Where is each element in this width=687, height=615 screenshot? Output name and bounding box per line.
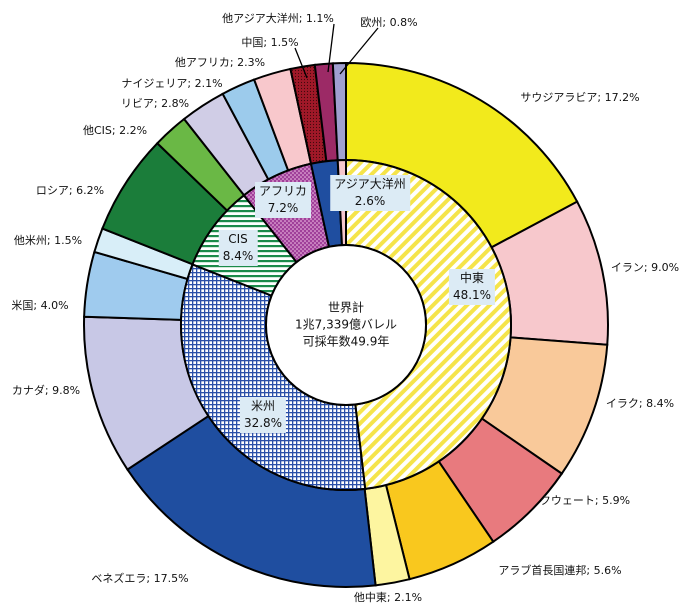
inner-label-1: 米州 32.8% [239, 397, 287, 433]
outer-label-5: 他中東; 2.1% [353, 591, 423, 604]
center-hole [265, 244, 427, 406]
outer-label-14: 他アフリカ; 2.3% [174, 56, 266, 69]
outer-label-15: 中国; 1.5% [241, 36, 299, 49]
outer-label-12: リビア; 2.8% [120, 97, 190, 110]
outer-label-0: サウジアラビア; 17.2% [520, 91, 640, 104]
center-title: 世界計 [327, 300, 364, 315]
inner-label-name: 米州 [250, 399, 275, 413]
outer-label-8: 米国; 4.0% [11, 299, 69, 312]
inner-label-value: 32.8% [243, 416, 283, 430]
outer-label-1: イラン; 9.0% [610, 261, 680, 274]
outer-label-6: ベネズエラ; 17.5% [91, 572, 189, 585]
inner-label-4: アジア大洋州 2.6% [330, 175, 410, 211]
leader-line-2 [339, 27, 379, 75]
inner-label-name: 中東 [459, 271, 484, 285]
inner-label-value: 8.4% [222, 249, 254, 263]
outer-label-16: 他アジア大洋州; 1.1% [222, 12, 334, 25]
inner-label-value: 48.1% [452, 288, 492, 302]
outer-label-4: アラブ首長国連邦; 5.6% [498, 564, 622, 577]
center-text: 世界計 1兆7,339億バレル 可採年数49.9年 [295, 300, 397, 351]
outer-label-11: 他CIS; 2.2% [82, 124, 148, 137]
inner-label-3: アフリカ 7.2% [254, 182, 312, 218]
inner-label-2: CIS 8.4% [218, 230, 258, 266]
leader-line-1 [327, 23, 335, 73]
outer-label-2: イラク; 8.4% [605, 397, 675, 410]
inner-label-name: CIS [228, 232, 248, 246]
center-total: 1兆7,339億バレル [295, 317, 397, 332]
inner-label-value: 2.6% [354, 194, 386, 208]
center-years: 可採年数49.9年 [302, 334, 390, 349]
outer-label-9: 他米州; 1.5% [13, 234, 83, 247]
inner-label-value: 7.2% [267, 201, 299, 215]
inner-label-name: アジア大洋州 [334, 177, 406, 191]
outer-label-10: ロシア; 6.2% [35, 184, 105, 197]
outer-label-3: クウェート; 5.9% [539, 494, 631, 507]
inner-label-0: 中東 48.1% [448, 269, 496, 305]
outer-label-7: カナダ; 9.8% [11, 384, 81, 397]
outer-label-17: 欧州; 0.8% [360, 16, 418, 29]
leader-line-0 [294, 47, 308, 79]
outer-label-13: ナイジェリア; 2.1% [121, 77, 223, 90]
inner-label-name: アフリカ [258, 184, 308, 198]
